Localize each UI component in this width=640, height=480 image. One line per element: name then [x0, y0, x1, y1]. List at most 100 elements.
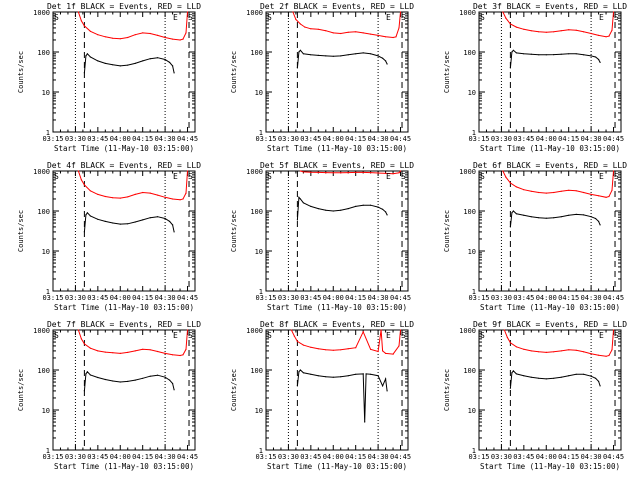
- corner-marker-label: S: [401, 13, 406, 22]
- y-tick-label: 1: [46, 447, 50, 455]
- series-black-point: [298, 51, 300, 53]
- plot-frame: [52, 329, 196, 451]
- x-tick-label: 03:30: [491, 294, 512, 302]
- x-tick-label: 04:30: [368, 294, 389, 302]
- x-tick-label: 03:15: [468, 135, 489, 143]
- series-black-point: [515, 373, 518, 375]
- x-tick-label: 03:15: [468, 294, 489, 302]
- x-tick-label: 03:15: [255, 294, 276, 302]
- x-axis-label: Start Time (11-May-10 03:15:00): [480, 303, 620, 312]
- series-red-point: [575, 190, 577, 192]
- series-black-point: [169, 61, 171, 64]
- series-red-point: [325, 172, 327, 174]
- series-red-point: [104, 36, 106, 38]
- x-tick-label: 04:15: [558, 453, 579, 461]
- series-black-point: [386, 214, 388, 216]
- series-black-line: [83, 212, 175, 233]
- series-black-point: [362, 52, 364, 54]
- y-tick-label: 1000: [459, 9, 476, 17]
- series-red-point: [370, 33, 372, 35]
- series-red-point: [568, 29, 570, 31]
- series-black-point: [119, 65, 121, 67]
- series-red-point: [80, 338, 82, 340]
- y-axis-label: Counts/sec: [443, 51, 451, 93]
- x-tick-label: 04:15: [345, 453, 366, 461]
- series-black-point: [340, 55, 342, 57]
- series-red-point: [560, 190, 562, 192]
- series-red-point: [299, 170, 301, 172]
- series-black-point: [530, 376, 532, 378]
- series-black-point: [583, 214, 585, 216]
- corner-marker-label: E: [599, 331, 604, 340]
- series-black-point: [157, 216, 159, 218]
- series-black-line: [509, 49, 601, 68]
- series-black-point: [598, 380, 600, 382]
- y-tick-label: 1: [46, 129, 50, 137]
- series-black-point: [515, 213, 518, 215]
- y-tick-label: 1: [259, 288, 263, 296]
- series-red-point: [185, 192, 187, 194]
- series-black-point: [83, 390, 85, 392]
- corner-marker-label: S: [188, 331, 193, 340]
- series-black-point: [523, 53, 525, 55]
- series-black-point: [515, 52, 518, 54]
- x-tick-label: 03:30: [491, 453, 512, 461]
- series-red-point: [97, 34, 99, 36]
- corner-marker-label: S: [614, 172, 619, 181]
- series-red-point: [395, 36, 397, 38]
- series-red-point: [377, 172, 379, 174]
- x-tick-label: 04:45: [390, 453, 411, 461]
- series-black-point: [347, 375, 349, 377]
- series-black-point: [362, 204, 364, 206]
- series-red-point: [612, 329, 615, 331]
- series-black-point: [296, 385, 298, 387]
- series-black-point: [530, 53, 532, 55]
- series-black-point: [302, 372, 304, 374]
- series-black-point: [575, 373, 577, 375]
- series-black-point: [299, 49, 301, 51]
- corner-marker-label: S: [267, 331, 272, 340]
- series-red-point: [112, 352, 114, 354]
- series-red-point: [505, 17, 507, 19]
- series-red-point: [530, 190, 532, 192]
- corner-marker-label: E: [386, 331, 391, 340]
- series-red-line: [502, 11, 614, 38]
- series-black-point: [512, 370, 515, 372]
- series-red-point: [185, 348, 187, 350]
- corner-marker-label: S: [188, 13, 193, 22]
- series-black-point: [89, 56, 91, 58]
- series-black-point: [164, 217, 166, 220]
- series-black-point: [386, 390, 388, 392]
- series-black-point: [362, 373, 364, 375]
- series-black-point: [511, 372, 513, 374]
- series-red-point: [568, 349, 570, 351]
- x-tick-label: 03:30: [65, 135, 86, 143]
- series-red-point: [362, 171, 364, 173]
- series-red-point: [612, 170, 615, 172]
- series-red-point: [119, 352, 121, 354]
- series-red-point: [186, 170, 189, 172]
- x-tick-label: 04:00: [536, 135, 557, 143]
- series-red-point: [509, 182, 511, 184]
- series-red-point: [164, 36, 166, 39]
- chart-title: Det 2f BLACK = Events, RED = LLD: [260, 2, 414, 11]
- series-red-point: [398, 172, 400, 174]
- chart-panel-9: Det 9f BLACK = Events, RED = LLD Counts/s…: [443, 320, 627, 471]
- series-red-point: [149, 32, 151, 35]
- series-red-point: [608, 354, 610, 357]
- series-black-point: [104, 62, 106, 64]
- series-black-point: [83, 231, 85, 233]
- y-tick-label: 100: [37, 208, 50, 216]
- y-tick-label: 1000: [33, 9, 50, 17]
- plot-frame: [265, 11, 409, 133]
- series-red-point: [605, 36, 607, 38]
- series-red-point: [317, 171, 319, 173]
- series-black-point: [583, 373, 585, 375]
- series-black-point: [355, 373, 357, 375]
- series-red-line: [503, 329, 614, 357]
- corner-marker-label: S: [480, 331, 485, 340]
- corner-marker-label: E: [386, 13, 391, 22]
- x-axis-label: Start Time (11-May-10 03:15:00): [267, 144, 407, 153]
- series-black-point: [172, 382, 174, 385]
- x-tick-label: 04:30: [155, 294, 176, 302]
